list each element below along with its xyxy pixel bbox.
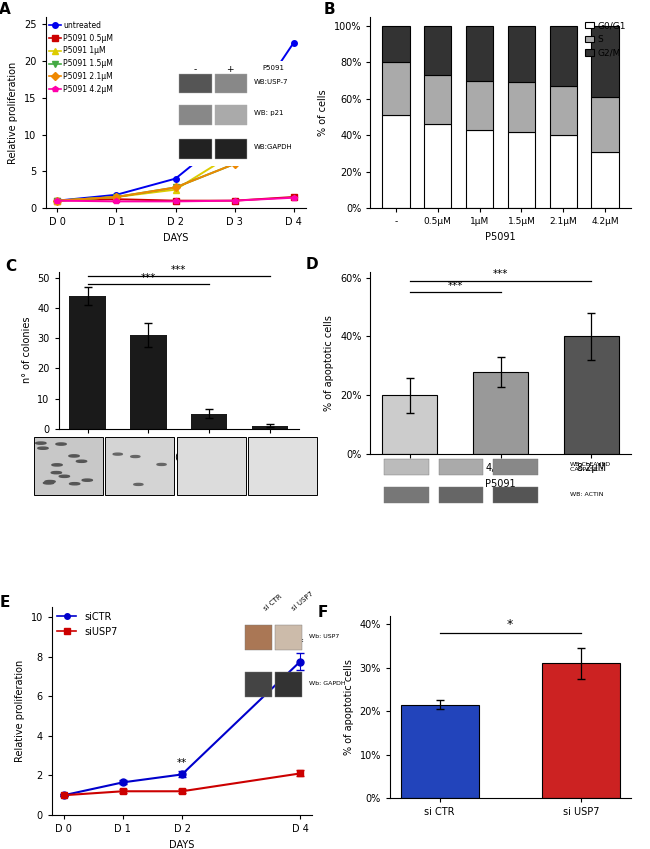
Circle shape: [56, 443, 66, 445]
Text: F: F: [318, 604, 328, 620]
Text: ***: ***: [493, 269, 508, 279]
Bar: [592, 152, 619, 208]
Circle shape: [134, 483, 143, 486]
Bar: [550, 86, 577, 135]
Bar: [550, 26, 577, 86]
Legend: siCTR, siUSP7: siCTR, siUSP7: [57, 612, 118, 637]
Bar: [592, 26, 619, 97]
Circle shape: [59, 475, 70, 477]
Circle shape: [131, 456, 140, 458]
Bar: [508, 26, 535, 82]
FancyBboxPatch shape: [105, 436, 174, 496]
FancyBboxPatch shape: [177, 436, 246, 496]
Bar: [424, 76, 451, 124]
Bar: [564, 336, 619, 454]
Circle shape: [69, 455, 79, 457]
X-axis label: DAYS: DAYS: [169, 840, 195, 849]
Bar: [466, 130, 493, 208]
Circle shape: [113, 453, 122, 455]
Bar: [382, 115, 410, 208]
Bar: [466, 81, 493, 130]
Text: Wb: USP7: Wb: USP7: [309, 634, 339, 639]
Bar: [424, 26, 451, 76]
Bar: [592, 97, 619, 152]
Text: WB:CLEAVED
CASPASE 3: WB:CLEAVED CASPASE 3: [569, 462, 611, 472]
Legend: untreated, P5091 0.5μM, P5091 1μM, P5091 1.5μM, P5091 2.1μM, P5091 4.2μM: untreated, P5091 0.5μM, P5091 1μM, P5091…: [49, 20, 113, 94]
Text: ***: ***: [140, 273, 156, 283]
FancyBboxPatch shape: [245, 625, 272, 650]
Bar: [508, 82, 535, 132]
Text: si USP7: si USP7: [291, 590, 315, 611]
Bar: [401, 705, 478, 798]
Y-axis label: % of apoptotic cells: % of apoptotic cells: [324, 315, 334, 411]
Bar: [424, 124, 451, 208]
FancyBboxPatch shape: [439, 459, 483, 475]
FancyBboxPatch shape: [384, 487, 429, 503]
Text: Wb: GAPDH: Wb: GAPDH: [309, 681, 345, 686]
Y-axis label: Relative proliferation: Relative proliferation: [15, 660, 25, 762]
Legend: G0/G1, S, G2/M: G0/G1, S, G2/M: [585, 21, 626, 58]
X-axis label: P5091: P5091: [485, 479, 516, 489]
FancyBboxPatch shape: [493, 459, 538, 475]
Circle shape: [38, 447, 48, 449]
Bar: [466, 26, 493, 81]
FancyBboxPatch shape: [275, 625, 302, 650]
Bar: [382, 63, 410, 115]
FancyBboxPatch shape: [439, 487, 483, 503]
Y-axis label: n° of colonies: n° of colonies: [21, 317, 32, 384]
Text: ***: ***: [447, 281, 463, 291]
Bar: [550, 135, 577, 208]
Text: *: *: [507, 618, 514, 631]
Circle shape: [76, 460, 86, 463]
FancyBboxPatch shape: [493, 487, 538, 503]
Bar: [542, 663, 619, 798]
Bar: [382, 26, 410, 63]
Circle shape: [51, 471, 62, 474]
FancyBboxPatch shape: [248, 436, 317, 496]
Y-axis label: Relative proliferation: Relative proliferation: [8, 61, 18, 164]
X-axis label: DAYS: DAYS: [162, 233, 188, 243]
Bar: [130, 335, 166, 429]
Text: E: E: [0, 594, 10, 610]
FancyBboxPatch shape: [384, 459, 429, 475]
Circle shape: [52, 464, 62, 466]
Text: ***: ***: [171, 265, 187, 275]
Bar: [191, 413, 228, 429]
Circle shape: [45, 481, 55, 483]
Circle shape: [44, 482, 54, 484]
Text: C: C: [6, 259, 17, 274]
Circle shape: [70, 482, 80, 485]
Text: *: *: [297, 638, 303, 648]
Bar: [382, 396, 437, 454]
Bar: [473, 372, 528, 454]
Y-axis label: % of cells: % of cells: [318, 89, 328, 136]
Y-axis label: % of apoptotic cells: % of apoptotic cells: [344, 659, 354, 755]
Text: WB: ACTIN: WB: ACTIN: [569, 492, 603, 498]
Text: si CTR: si CTR: [263, 593, 283, 611]
Text: A: A: [0, 2, 10, 17]
FancyBboxPatch shape: [34, 436, 103, 496]
Text: D: D: [306, 257, 318, 272]
Text: **: **: [177, 758, 187, 768]
Circle shape: [36, 442, 46, 444]
Circle shape: [82, 479, 92, 481]
FancyBboxPatch shape: [245, 672, 272, 697]
Bar: [508, 132, 535, 208]
X-axis label: P5091: P5091: [485, 232, 516, 242]
Bar: [70, 295, 106, 429]
Text: B: B: [324, 2, 335, 17]
X-axis label: P5091: P5091: [163, 453, 194, 464]
Bar: [252, 425, 288, 429]
Circle shape: [157, 464, 166, 465]
FancyBboxPatch shape: [275, 672, 302, 697]
